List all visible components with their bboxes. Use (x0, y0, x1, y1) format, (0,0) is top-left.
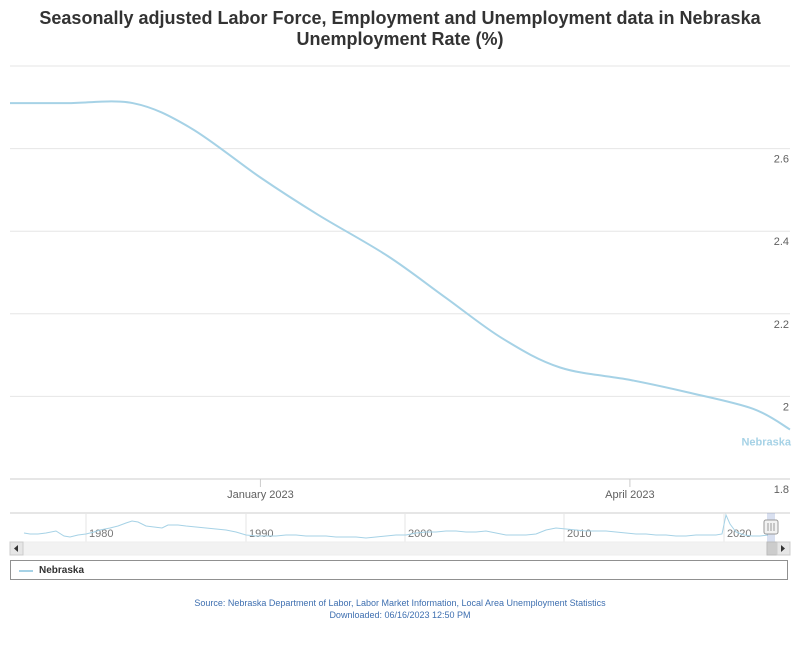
navigator-handle[interactable] (763, 519, 779, 535)
data-point[interactable] (314, 211, 322, 219)
y-tick-label: 2 (783, 401, 789, 413)
source-line: Source: Nebraska Department of Labor, La… (194, 598, 606, 608)
arrow-right-icon (781, 545, 785, 552)
y-tick-label: 2.6 (774, 154, 789, 166)
arrow-left-icon (14, 545, 18, 552)
y-tick-label: 1.8 (774, 484, 789, 496)
source-note: Source: Nebraska Department of Labor, La… (0, 597, 800, 621)
downloaded-line: Downloaded: 06/16/2023 12:50 PM (329, 610, 471, 620)
scrollbar-thumb[interactable] (766, 541, 778, 556)
data-point[interactable] (626, 376, 634, 384)
legend-label: Nebraska (39, 565, 85, 576)
data-point[interactable] (384, 252, 392, 260)
data-point[interactable] (187, 124, 195, 132)
navigator-line (23, 513, 769, 539)
navigator-label: 1990 (249, 528, 273, 540)
navigator-label: 2000 (408, 528, 432, 540)
y-tick-label: 2.4 (774, 236, 789, 248)
data-point[interactable] (749, 405, 757, 413)
legend: Nebraska (10, 560, 788, 580)
x-axis-ticks: January 2023 April 2023 (227, 479, 655, 501)
y-axis-ticks: 2.6 2.4 2.2 2 1.8 (774, 154, 789, 496)
scroll-left-button[interactable] (9, 541, 24, 556)
scrollbar[interactable] (9, 541, 791, 556)
title-line-1: Seasonally adjusted Labor Force, Employm… (39, 8, 761, 28)
data-point[interactable] (441, 293, 449, 301)
navigator-label: 2020 (727, 528, 751, 540)
title-line-2: Unemployment Rate (%) (296, 29, 504, 49)
chart-title: Seasonally adjusted Labor Force, Employm… (0, 8, 800, 50)
scrollbar-track[interactable] (9, 541, 791, 556)
navigator-labels: 1980 1990 2000 2010 2020 (85, 513, 751, 542)
navigator[interactable]: 1980 1990 2000 2010 2020 (10, 512, 790, 542)
data-point[interactable] (556, 363, 564, 371)
chart-area: 2.6 2.4 2.2 2 1.8 January 2023 April 2023 Neb… (6, 65, 794, 556)
data-point[interactable] (499, 335, 507, 343)
data-point[interactable] (683, 388, 691, 396)
y-tick-label: 2.2 (774, 319, 789, 331)
data-point[interactable] (129, 99, 137, 107)
series-end-label: Nebraska (741, 436, 791, 448)
legend-swatch (19, 569, 33, 572)
x-tick-label: January 2023 (227, 489, 294, 501)
data-point[interactable] (256, 174, 264, 182)
grid-lines (10, 65, 790, 480)
legend-item-nebraska[interactable]: Nebraska (19, 565, 84, 576)
navigator-label: 1980 (89, 528, 113, 540)
data-point[interactable] (63, 99, 71, 107)
series-group: Nebraska (6, 99, 794, 448)
data-point[interactable] (6, 99, 14, 107)
x-tick-label: April 2023 (605, 489, 655, 501)
navigator-background (10, 513, 790, 542)
series-line-nebraska[interactable] (9, 100, 791, 431)
data-point[interactable] (786, 425, 794, 433)
scroll-right-button[interactable] (776, 541, 791, 556)
